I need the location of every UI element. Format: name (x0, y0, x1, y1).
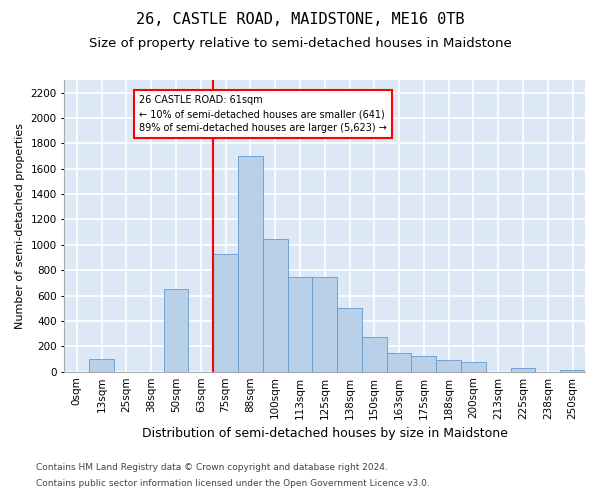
Bar (511, 368, 535, 372)
Bar (164, 289, 188, 372)
X-axis label: Distribution of semi-detached houses by size in Maidstone: Distribution of semi-detached houses by … (142, 427, 508, 440)
Bar (263, 238, 287, 372)
Bar (560, 370, 585, 372)
Bar (287, 276, 313, 372)
Y-axis label: Number of semi-detached properties: Number of semi-detached properties (15, 123, 25, 329)
Bar (89, 359, 114, 372)
Text: Contains public sector information licensed under the Open Government Licence v3: Contains public sector information licen… (36, 478, 430, 488)
Bar (362, 338, 386, 372)
Bar (436, 360, 461, 372)
Text: 26, CASTLE ROAD, MAIDSTONE, ME16 0TB: 26, CASTLE ROAD, MAIDSTONE, ME16 0TB (136, 12, 464, 28)
Bar (313, 276, 337, 372)
Bar (213, 254, 238, 372)
Text: Size of property relative to semi-detached houses in Maidstone: Size of property relative to semi-detach… (89, 38, 511, 51)
Text: 26 CASTLE ROAD: 61sqm
← 10% of semi-detached houses are smaller (641)
89% of sem: 26 CASTLE ROAD: 61sqm ← 10% of semi-deta… (139, 95, 386, 133)
Bar (386, 352, 412, 372)
Bar (412, 356, 436, 372)
Bar (238, 156, 263, 372)
Bar (337, 308, 362, 372)
Text: Contains HM Land Registry data © Crown copyright and database right 2024.: Contains HM Land Registry data © Crown c… (36, 464, 388, 472)
Bar (461, 362, 486, 372)
